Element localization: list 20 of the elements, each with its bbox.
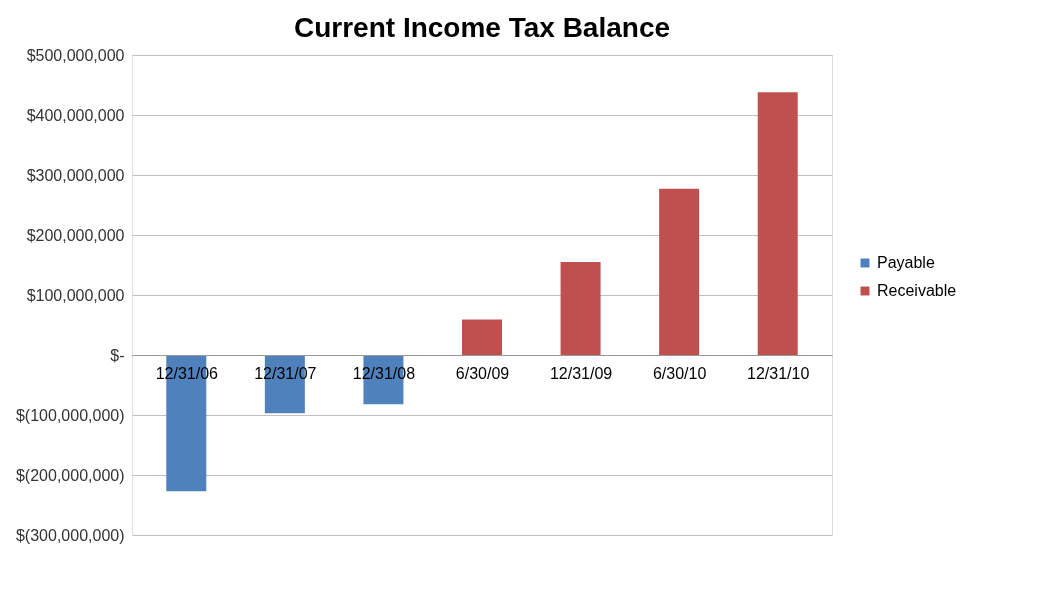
y-tick-label: $500,000,000 bbox=[26, 46, 125, 64]
x-tick-label: 6/30/09 bbox=[455, 364, 510, 382]
bar bbox=[462, 319, 502, 355]
x-tick-label: 12/31/09 bbox=[549, 364, 613, 382]
y-tick-label: $400,000,000 bbox=[26, 106, 125, 124]
chart-title: Current Income Tax Balance bbox=[293, 12, 671, 43]
y-tick-label: $(200,000,000) bbox=[15, 466, 125, 484]
bar bbox=[757, 92, 798, 355]
y-tick-label: $300,000,000 bbox=[26, 166, 125, 184]
legend-label: Payable bbox=[877, 254, 935, 271]
y-tick-label: $(100,000,000) bbox=[15, 406, 125, 424]
y-tick-label: $200,000,000 bbox=[26, 226, 125, 244]
bar bbox=[659, 188, 700, 355]
x-tick-label: 12/31/10 bbox=[747, 364, 810, 382]
y-tick-label: $(300,000,000) bbox=[15, 526, 125, 544]
x-tick-label: 6/30/10 bbox=[652, 364, 707, 382]
y-tick-label: $- bbox=[110, 346, 125, 364]
y-tick-label: $100,000,000 bbox=[26, 286, 125, 304]
legend-label: Receivable bbox=[877, 282, 957, 299]
bar bbox=[560, 262, 601, 355]
